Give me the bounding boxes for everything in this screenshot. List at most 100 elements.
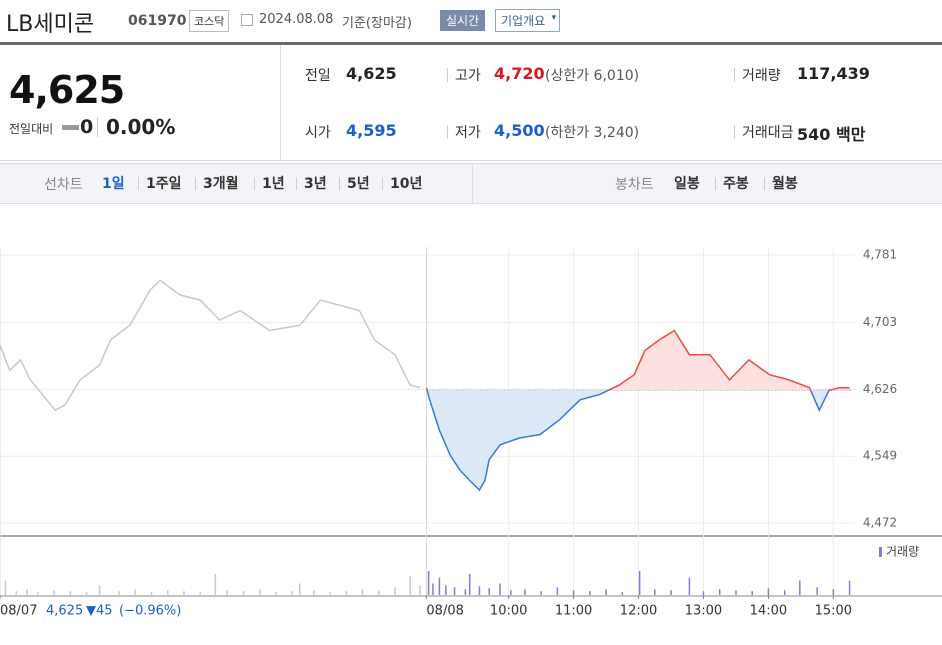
y-tick-label: 4,472 <box>863 516 897 530</box>
volume-bar <box>258 589 261 595</box>
tab[interactable]: 1일 <box>102 176 125 192</box>
volume-bar <box>638 571 641 595</box>
change-label: 전일대비 <box>9 122 54 136</box>
volume-bar <box>150 592 153 595</box>
dropdown-arrow: ▾ <box>551 13 557 23</box>
x-tick-label: 08/07 <box>0 604 37 619</box>
volume-bar <box>15 591 17 595</box>
tab-separator <box>195 177 196 190</box>
volume-bar <box>735 590 737 595</box>
volume-bar <box>313 590 315 595</box>
tab-separator <box>715 177 716 190</box>
info-price: 4,625 <box>46 604 83 619</box>
volume-bar <box>464 589 467 595</box>
separator <box>447 68 448 82</box>
y-tick-label: 4,703 <box>863 315 897 329</box>
tab[interactable]: 3개월 <box>203 176 239 192</box>
volume-bar <box>688 577 691 595</box>
volume-bar <box>299 583 301 595</box>
realtime-button[interactable]: 실시간 <box>440 10 486 31</box>
y-tick-label: 4,781 <box>863 248 897 262</box>
volume-bar <box>718 589 721 595</box>
volume-bar <box>394 587 396 595</box>
volume-bar <box>242 591 245 595</box>
header-rule <box>0 42 942 45</box>
company-button[interactable]: 기업개요 ▾ <box>495 9 561 32</box>
volume-bar <box>199 592 201 595</box>
volume-bar <box>499 583 501 595</box>
volume-bar <box>848 580 851 595</box>
volume-bar <box>438 577 441 595</box>
x-tick-label: 11:00 <box>555 604 592 619</box>
volume-bar <box>445 585 447 595</box>
separator <box>447 125 448 139</box>
volume-bar <box>214 573 217 595</box>
volume-bar <box>670 590 672 595</box>
price-line <box>0 279 421 412</box>
tab[interactable]: 1주일 <box>146 176 182 192</box>
stat-value: 4,595 <box>346 121 397 140</box>
y-tick-label: 4,626 <box>863 382 897 396</box>
date-note: 기준(장마감) <box>342 16 412 31</box>
summary-rule <box>0 160 942 161</box>
legend-swatch <box>879 547 882 557</box>
volume-bar <box>702 591 705 595</box>
tab-separator <box>339 177 340 190</box>
x-tick-label: 12:00 <box>620 604 657 619</box>
volume-bar <box>468 573 471 595</box>
volume-bar <box>183 591 185 595</box>
stat-label: 저가 <box>455 125 481 141</box>
volume-bar <box>4 580 7 595</box>
tab-bar <box>0 163 942 204</box>
separator <box>734 68 735 82</box>
tab-divider <box>472 164 473 203</box>
volume-bar <box>53 590 55 595</box>
company-label: 기업개요 <box>501 14 546 28</box>
area <box>426 330 850 490</box>
volume-bar <box>37 592 39 595</box>
volume-bar <box>589 591 591 595</box>
change-pct: 0.00% <box>106 115 176 139</box>
stat-label: 고가 <box>455 68 481 84</box>
tab[interactable]: 월봉 <box>772 176 798 192</box>
flat-icon <box>62 125 79 130</box>
stat-note: (상한가 6,010) <box>545 68 640 84</box>
volume-bar <box>478 586 481 595</box>
volume-bar <box>85 592 88 595</box>
stat-value: 4,500 <box>494 121 545 140</box>
info-change: ▼45 <box>86 604 113 619</box>
volume-bar <box>767 588 770 595</box>
volume-bar <box>419 585 421 595</box>
stock-code: 061970 <box>128 13 187 29</box>
stat-value: 4,625 <box>346 64 397 83</box>
tab-separator <box>138 177 139 190</box>
tab[interactable]: 일봉 <box>674 176 700 192</box>
x-tick-label: 10:00 <box>490 604 527 619</box>
tab[interactable]: 1년 <box>262 176 285 192</box>
tab[interactable]: 주봉 <box>723 176 749 192</box>
volume-bar <box>816 587 818 595</box>
stat-value: 4,720 <box>494 64 545 83</box>
change: 0 <box>80 116 94 138</box>
volume-bar <box>432 583 434 595</box>
volume-bar <box>510 590 512 595</box>
volume-bar <box>134 589 137 595</box>
volume-bar <box>524 589 526 595</box>
volume-bar <box>361 589 364 595</box>
tab[interactable]: 10년 <box>390 176 423 192</box>
x-tick-label: 15:00 <box>815 604 852 619</box>
tab-separator <box>764 177 765 190</box>
volume-bar <box>427 571 430 595</box>
divider <box>97 117 98 137</box>
calendar-icon <box>241 14 253 26</box>
date: 2024.08.08 <box>259 12 334 27</box>
tab-separator <box>296 177 297 190</box>
volume-bar <box>832 589 835 595</box>
tab[interactable]: 5년 <box>347 176 370 192</box>
volume-bar <box>409 575 411 595</box>
volume-bar <box>98 585 101 595</box>
tab[interactable]: 3년 <box>304 176 327 192</box>
volume-bar <box>378 590 380 595</box>
info-pct: (−0.96%) <box>119 604 181 619</box>
